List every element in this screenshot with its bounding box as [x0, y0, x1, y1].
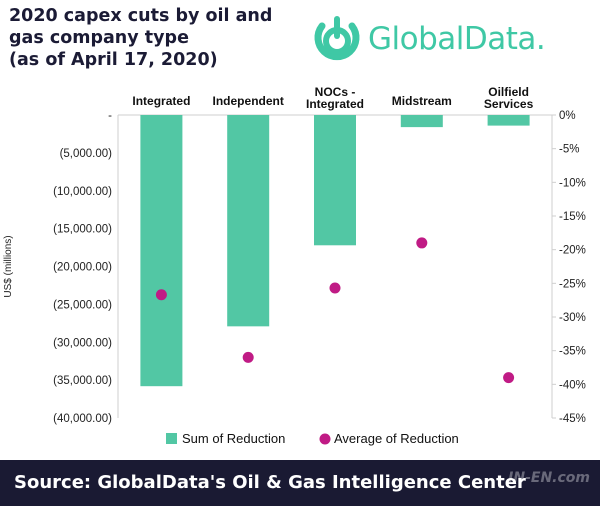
category-label-line: Integrated [132, 94, 190, 108]
y-tick-label: (25,000.00) [53, 299, 112, 311]
category-label-line: NOCs - [315, 85, 356, 99]
y2-tick-label: 0% [559, 110, 576, 122]
y-tick-label: (30,000.00) [53, 337, 112, 349]
y-tick-label: (35,000.00) [53, 375, 112, 387]
source-footer: Source: GlobalData's Oil & Gas Intellige… [0, 460, 600, 506]
category-label: Integrated [132, 94, 190, 108]
y2-tick-label: -45% [559, 413, 586, 425]
bar-independent [227, 115, 270, 327]
point-nocs-integrated [329, 282, 341, 294]
y-tick-label: (10,000.00) [53, 186, 112, 198]
category-label: Oilfield Services [484, 85, 534, 111]
legend-label-sum: Sum of Reduction [182, 431, 285, 446]
y-tick-label: (15,000.00) [53, 224, 112, 236]
y2-tick-label: -30% [559, 312, 586, 324]
category-label: Midstream [392, 94, 452, 108]
category-label-line: Independent [213, 94, 284, 108]
category-label-line: Services [484, 97, 534, 111]
y-tick-label: (20,000.00) [53, 262, 112, 274]
category-label-line: Midstream [392, 94, 452, 108]
y2-tick-label: -20% [559, 245, 586, 257]
chart-area: - (5,000.00) (10,000.00) (15,000.00) (20,000… [0, 84, 600, 460]
category-label: NOCs -Integrated [306, 85, 364, 111]
point-oilfield-services [503, 372, 515, 384]
watermark: IN-EN.com [508, 470, 590, 486]
chart-title-line-2: gas company type [9, 28, 189, 48]
point-midstream [416, 237, 428, 249]
y-tick-label: - [108, 110, 112, 122]
y2-tick-label: -35% [559, 346, 586, 358]
bar-midstream [400, 115, 443, 128]
chart-title: 2020 capex cuts by oil and gas company t… [9, 5, 309, 71]
point-independent [242, 351, 254, 363]
category-label-line: Oilfield [488, 85, 529, 99]
y2-tick-label: -40% [559, 379, 586, 391]
category-label-line: Integrated [306, 97, 364, 111]
bar-nocs-integrated [314, 115, 356, 246]
header: 2020 capex cuts by oil and gas company t… [0, 0, 600, 84]
point-integrated [155, 289, 167, 301]
category-label: Independent [213, 94, 284, 108]
chart-title-line-3: (as of April 17, 2020) [9, 50, 218, 70]
y2-tick-label: -15% [559, 211, 586, 223]
bar-integrated [140, 115, 183, 387]
chart-svg: - (5,000.00) (10,000.00) (15,000.00) (20,000… [3, 85, 586, 446]
globaldata-logo: GlobalData. [312, 12, 592, 62]
legend-swatch-sum [166, 433, 177, 444]
y-tick-label: (5,000.00) [60, 148, 113, 160]
bar-oilfield-services [487, 115, 530, 126]
y2-tick-label: -25% [559, 278, 586, 290]
legend-swatch-average [319, 433, 331, 445]
y-axis-title: US$ (millions) [3, 235, 14, 297]
chart-title-line-1: 2020 capex cuts by oil and [9, 6, 273, 26]
globaldata-logo-icon [314, 16, 360, 61]
source-text: Source: GlobalData's Oil & Gas Intellige… [14, 472, 526, 493]
globaldata-wordmark: GlobalData. [368, 21, 546, 57]
y2-tick-label: -5% [559, 144, 579, 156]
y2-tick-label: -10% [559, 177, 586, 189]
legend-label-average: Average of Reduction [334, 431, 459, 446]
y-tick-label: (40,000.00) [53, 413, 112, 425]
